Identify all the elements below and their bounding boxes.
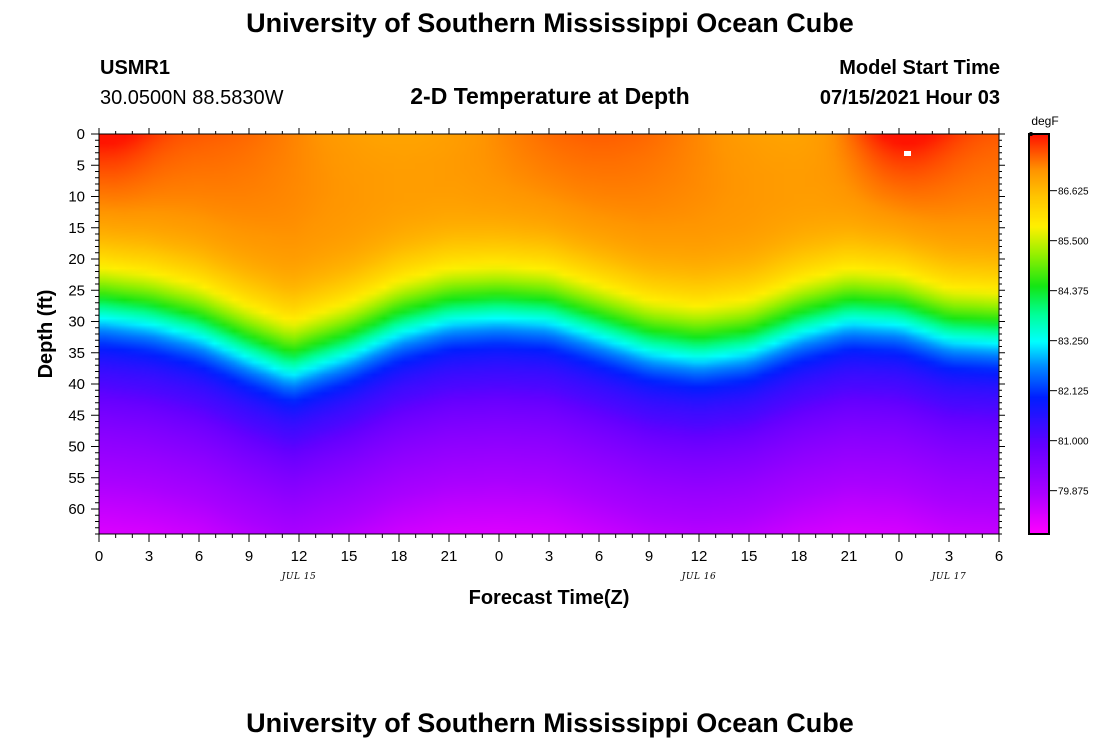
x-tick-label: 6 <box>195 548 203 565</box>
y-tick-label: 45 <box>68 407 85 424</box>
y-tick-label: 30 <box>68 314 85 331</box>
colorbar-tick-label: 79.875 <box>1058 487 1089 498</box>
colorbar-ticks: 86.625 85.500 84.375 83.250 82.125 81.000 79.8… <box>1029 132 1089 498</box>
colorbar-tick-label: 81.000 <box>1058 437 1089 448</box>
x-tick-label: 12 <box>291 548 308 565</box>
colorbar-tick-label: 85.500 <box>1058 237 1089 248</box>
x-axis-label: Forecast Time(Z) <box>469 587 630 609</box>
x-tick-label: 18 <box>391 548 408 565</box>
x-tick-label: 15 <box>741 548 758 565</box>
date-label: JUL 17 <box>930 572 966 582</box>
x-tick-label: 18 <box>791 548 808 565</box>
date-labels: JUL 15 JUL 16 JUL 17 <box>280 572 966 582</box>
model-start-time: 07/15/2021 Hour 03 <box>819 87 1000 109</box>
x-tick-label: 6 <box>595 548 603 565</box>
temperature-heatmap <box>99 134 999 534</box>
x-tick-label: 0 <box>495 548 503 565</box>
x-tick-label: 9 <box>645 548 653 565</box>
y-tick-label: 0 <box>77 126 85 143</box>
x-tick-label: 21 <box>841 548 858 565</box>
station-id: USMR1 <box>100 57 171 79</box>
colorbar-tick-label: 84.375 <box>1058 287 1089 298</box>
x-tick-label: 3 <box>945 548 953 565</box>
x-tick-label: 12 <box>691 548 708 565</box>
x-tick-label: 6 <box>995 548 1003 565</box>
y-axis: 0 5 10 15 20 25 30 35 40 45 50 55 60 <box>68 126 1005 535</box>
date-label: JUL 16 <box>680 572 716 582</box>
x-tick-label: 0 <box>95 548 103 565</box>
colorbar-tick-label: 82.125 <box>1058 387 1089 398</box>
colorbar-tick-label: 86.625 <box>1058 187 1089 198</box>
colorbar-tick-label: 83.250 <box>1058 337 1089 348</box>
y-axis-label: Depth (ft) <box>35 290 57 379</box>
x-tick-label: 3 <box>545 548 553 565</box>
x-tick-label: 21 <box>441 548 458 565</box>
colorbar-corner-dot <box>1029 132 1033 136</box>
plot-title: 2-D Temperature at Depth <box>410 83 690 109</box>
x-tick-label: 9 <box>245 548 253 565</box>
y-tick-label: 20 <box>68 251 85 268</box>
date-label: JUL 15 <box>280 572 316 582</box>
x-axis: 0 3 6 9 12 15 18 21 0 3 6 9 12 15 18 21 0 3 6 <box>95 128 1003 565</box>
x-tick-label: 15 <box>341 548 358 565</box>
y-tick-label: 50 <box>68 439 85 456</box>
surface-marker <box>904 151 911 156</box>
station-coords: 30.0500N 88.5830W <box>100 87 284 109</box>
y-tick-label: 10 <box>68 189 85 206</box>
model-start-label: Model Start Time <box>839 57 1000 79</box>
title-bottom: University of Southern Mississippi Ocean… <box>246 708 854 738</box>
y-tick-label: 40 <box>68 376 85 393</box>
colorbar-frame <box>1028 133 1050 535</box>
y-tick-label: 35 <box>68 345 85 362</box>
y-tick-label: 25 <box>68 282 85 299</box>
x-tick-label: 3 <box>145 548 153 565</box>
y-tick-label: 15 <box>68 220 85 237</box>
colorbar-unit: degF <box>1031 114 1058 128</box>
colorbar <box>1029 134 1049 534</box>
y-tick-label: 60 <box>68 501 85 518</box>
title-top: University of Southern Mississippi Ocean… <box>246 8 854 38</box>
x-tick-label: 0 <box>895 548 903 565</box>
y-tick-label: 5 <box>77 157 85 174</box>
y-tick-label: 55 <box>68 470 85 487</box>
